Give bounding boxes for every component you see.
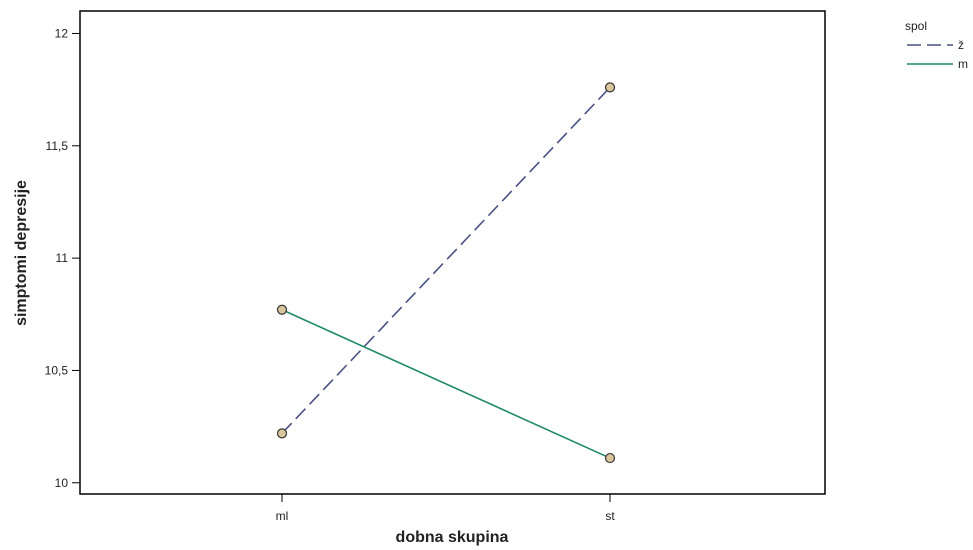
legend-label: m	[958, 57, 968, 71]
series-line-1	[281, 86, 611, 434]
y-axis-title: simptomi depresije	[13, 180, 30, 326]
legend-items: žm	[907, 38, 968, 71]
legend-title: spol	[905, 19, 927, 33]
x-tick-label: ml	[276, 509, 289, 523]
y-tick-label: 10	[55, 476, 69, 490]
x-tick-label: st	[605, 509, 615, 523]
y-tick-label: 11,5	[46, 139, 69, 153]
series-2-point	[604, 452, 616, 464]
y-tick-label: 12	[55, 26, 69, 40]
x-axis-title: dobna skupina	[396, 529, 509, 546]
legend: spol žm	[905, 19, 968, 71]
series-2-point	[276, 304, 288, 315]
y-tick-label: 11	[56, 251, 69, 265]
series-1-point	[604, 82, 616, 93]
plot-frame	[79, 10, 826, 495]
y-tick-label: 10,5	[45, 363, 69, 377]
y-axis-ticks: 10 10,5 11 11,5 12	[45, 26, 80, 490]
series-line-2	[281, 309, 611, 459]
series-layer	[276, 82, 616, 464]
x-axis-ticks: ml st	[276, 494, 615, 523]
legend-label: ž	[958, 38, 964, 52]
series-1-point	[276, 428, 288, 439]
